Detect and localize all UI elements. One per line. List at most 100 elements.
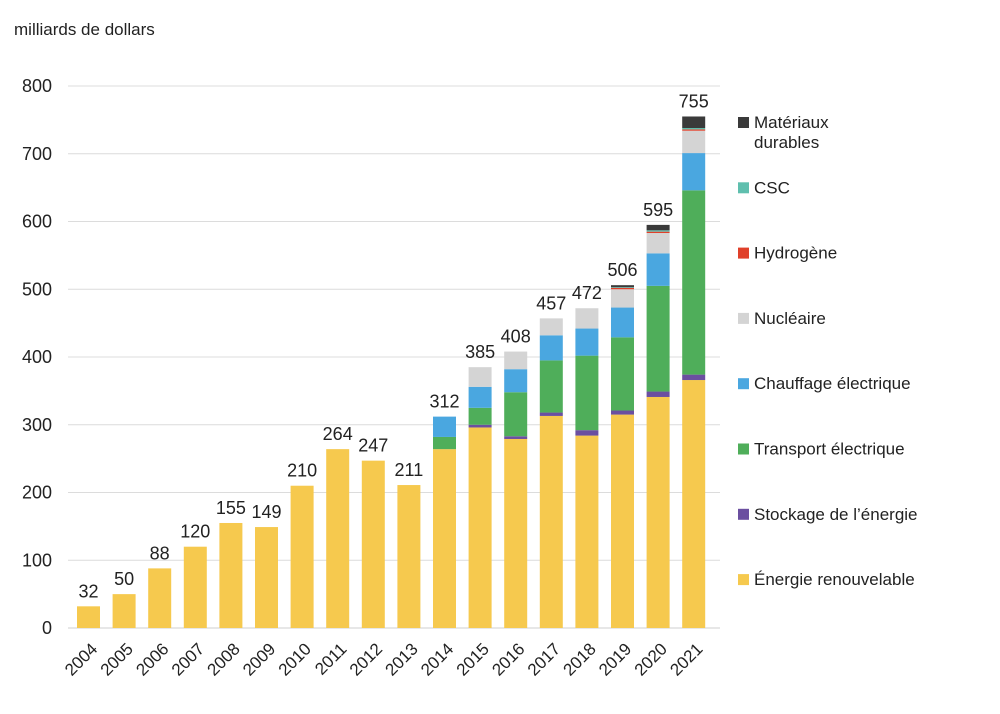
bar-segment: [575, 308, 599, 329]
legend-swatch: [738, 247, 749, 259]
bar-segment: [646, 396, 670, 628]
bar-segment: [646, 231, 670, 234]
x-tick-label: 2011: [311, 639, 350, 678]
bar-segment: [504, 438, 528, 628]
bar-segment: [682, 129, 706, 131]
x-tick-label: 2007: [168, 639, 208, 679]
x-tick-label: 2008: [204, 639, 244, 679]
bar-segment: [504, 369, 528, 393]
x-tick-label: 2018: [560, 639, 600, 679]
x-tick-label: 2014: [417, 639, 457, 679]
bar-total-label: 155: [216, 498, 246, 518]
y-axis-ticks: 0 100 200 300 400 500 600 700 800: [22, 76, 52, 638]
bar-segment: [646, 391, 670, 397]
legend-item: Énergie renouvelable: [738, 570, 915, 589]
bar-segment: [611, 287, 634, 290]
legend-swatch: [738, 378, 749, 390]
bar-segment: [539, 318, 563, 336]
legend-item: Nucléaire: [738, 309, 826, 328]
y-axis-unit-label: milliards de dollars: [14, 20, 155, 39]
bar-segment: [646, 230, 670, 232]
bar-segment: [397, 485, 421, 628]
legend-label: Énergie renouvelable: [754, 570, 915, 589]
bar-segment: [646, 285, 670, 392]
bar-total-label: 32: [78, 581, 98, 601]
bar-total-label: 385: [465, 342, 495, 362]
bar-segment: [682, 116, 706, 129]
gridlines: [68, 85, 720, 629]
legend-swatch: [738, 574, 749, 586]
bar-total-label: 50: [114, 569, 134, 589]
bar-total-label: 312: [429, 392, 459, 412]
bar-segment: [682, 128, 706, 130]
bar-total-label: 264: [323, 424, 353, 444]
legend-label: Transport électrique: [754, 440, 905, 459]
bar-segment: [468, 427, 492, 628]
legend-swatch: [738, 443, 749, 455]
bar-segment: [682, 130, 706, 154]
legend-swatch: [738, 182, 749, 194]
legend-item: Hydrogène: [738, 244, 837, 263]
bar-total-label: 408: [501, 327, 531, 347]
x-tick-label: 2010: [275, 639, 315, 679]
bar-segment: [77, 606, 100, 628]
bar-segment: [504, 392, 528, 437]
bar-segment: [682, 374, 706, 381]
bar-segment: [504, 351, 528, 370]
bar-segment: [112, 594, 136, 628]
bar-total-label: 457: [536, 293, 566, 313]
bar-segment: [433, 436, 456, 450]
bar-total-label: 247: [358, 436, 388, 456]
bar-segment: [611, 414, 634, 628]
bar-segment: [611, 337, 634, 411]
x-tick-label: 2021: [666, 639, 706, 679]
y-tick-label: 300: [22, 415, 52, 435]
bar-segment: [326, 449, 350, 628]
x-tick-label: 2005: [97, 639, 137, 679]
bar-segment: [611, 289, 634, 308]
legend-item: Matériaux durables: [738, 113, 829, 152]
y-tick-label: 200: [22, 483, 52, 503]
y-tick-label: 600: [22, 212, 52, 232]
legend-item: Stockage de l’énergie: [738, 505, 918, 524]
bar-total-label: 755: [679, 91, 709, 111]
legend-item: Chauffage électrique: [738, 374, 911, 393]
legend-swatch: [738, 117, 749, 128]
bar-segment: [611, 287, 634, 288]
x-tick-label: 2019: [595, 639, 635, 679]
legend-item: CSC: [738, 178, 790, 197]
bar-total-label: 88: [150, 543, 170, 563]
bar-segment: [433, 449, 456, 628]
bar-segment: [183, 546, 207, 628]
y-tick-label: 700: [22, 144, 52, 164]
bar-segment: [646, 224, 670, 231]
bar-segment: [575, 328, 599, 356]
legend-label: Chauffage électrique: [754, 374, 911, 393]
x-tick-label: 2015: [453, 639, 493, 679]
bar-total-label: 595: [643, 200, 673, 220]
legend-swatch: [738, 312, 749, 324]
bar-segment: [468, 407, 492, 425]
bar-total-label: 120: [180, 522, 210, 542]
legend-label: Nucléaire: [754, 309, 826, 328]
x-tick-label: 2004: [61, 639, 101, 679]
bar-segment: [468, 386, 492, 408]
bar-segment: [539, 412, 563, 416]
y-tick-label: 100: [22, 550, 52, 570]
bar-segment: [575, 430, 599, 436]
bar-segment: [611, 410, 634, 415]
legend-label: CSC: [754, 178, 790, 197]
bar-segment: [682, 153, 706, 191]
bar-total-label: 210: [287, 461, 317, 481]
x-axis-ticks: 2004200520062007200820092010201120122013…: [61, 639, 706, 679]
bar-segment: [611, 307, 634, 338]
x-tick-label: 2017: [524, 639, 564, 679]
y-tick-label: 400: [22, 347, 52, 367]
bar-total-label: 472: [572, 283, 602, 303]
legend-swatch: [738, 508, 749, 520]
legend-label: Matériaux durables: [754, 113, 829, 152]
legend-label: Stockage de l’énergie: [754, 505, 918, 524]
x-tick-label: 2016: [488, 639, 528, 679]
